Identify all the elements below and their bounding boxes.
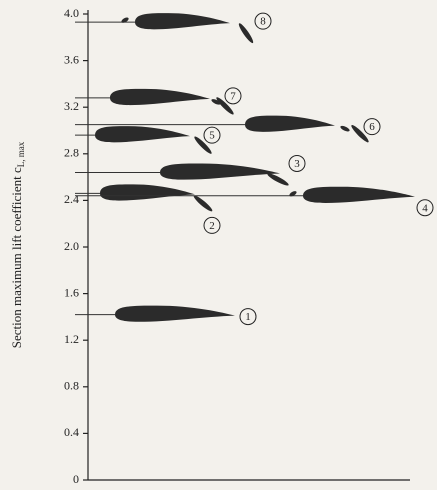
- label-circle: [239, 308, 257, 326]
- config-label: 1: [245, 311, 251, 323]
- airfoil-vane: [211, 99, 221, 105]
- airfoil-flap: [238, 23, 254, 44]
- label-circle: [203, 216, 221, 234]
- airfoil-flap: [193, 195, 213, 212]
- airfoil-main: [160, 163, 280, 180]
- y-tick-label: 3.6: [64, 52, 79, 66]
- y-axis-label: Section maximum lift coefficient cL, max: [9, 141, 26, 348]
- y-tick-label: 0.8: [64, 379, 79, 393]
- y-tick-label: 2.8: [64, 146, 79, 160]
- airfoil-slat: [121, 17, 129, 23]
- airfoil-flap: [351, 125, 369, 143]
- airfoil: [100, 184, 213, 212]
- airfoil: [245, 115, 369, 143]
- config-label: 2: [209, 220, 215, 232]
- y-tick-label: 1.6: [64, 285, 79, 299]
- airfoil-main: [95, 126, 190, 143]
- config-label: 3: [294, 158, 300, 170]
- label-circle: [288, 154, 306, 172]
- airfoil-flap: [267, 173, 289, 186]
- airfoil: [160, 163, 289, 186]
- y-tick-label: 4.0: [64, 6, 79, 20]
- config-label: 4: [422, 202, 428, 214]
- airfoil-main: [100, 184, 195, 201]
- airfoil-vane: [340, 125, 350, 132]
- airfoil-main: [110, 88, 210, 106]
- config-label: 5: [209, 130, 215, 142]
- label-circle: [363, 118, 381, 136]
- label-circle: [203, 126, 221, 144]
- airfoil-main: [303, 186, 415, 203]
- label-circle: [416, 199, 434, 217]
- config-label: 8: [260, 16, 266, 28]
- airfoil: [110, 88, 234, 115]
- label-circle: [254, 12, 272, 30]
- y-tick-label: 0.4: [64, 425, 79, 439]
- y-axis-label-text: Section maximum lift coefficient c: [9, 167, 24, 348]
- y-tick-label: 2.0: [64, 239, 79, 253]
- airfoil-main: [245, 115, 335, 132]
- config-label: 6: [369, 121, 375, 133]
- airfoil-main: [115, 305, 235, 322]
- y-tick-label: 2.4: [64, 192, 79, 206]
- airfoil: [95, 126, 212, 154]
- airfoil: [121, 13, 254, 44]
- y-tick-label: 0: [73, 472, 79, 486]
- airfoil: [289, 186, 415, 203]
- airfoil-flap: [216, 97, 234, 115]
- config-label: 7: [230, 90, 236, 102]
- airfoil-main: [135, 13, 230, 30]
- airfoil-flap: [194, 136, 212, 154]
- airfoil-slat: [289, 191, 297, 197]
- y-axis-label-subscript: L, max: [16, 141, 26, 167]
- airfoil: [115, 305, 235, 322]
- y-tick-label: 3.2: [64, 99, 79, 113]
- label-circle: [224, 87, 242, 105]
- y-tick-label: 1.2: [64, 332, 79, 346]
